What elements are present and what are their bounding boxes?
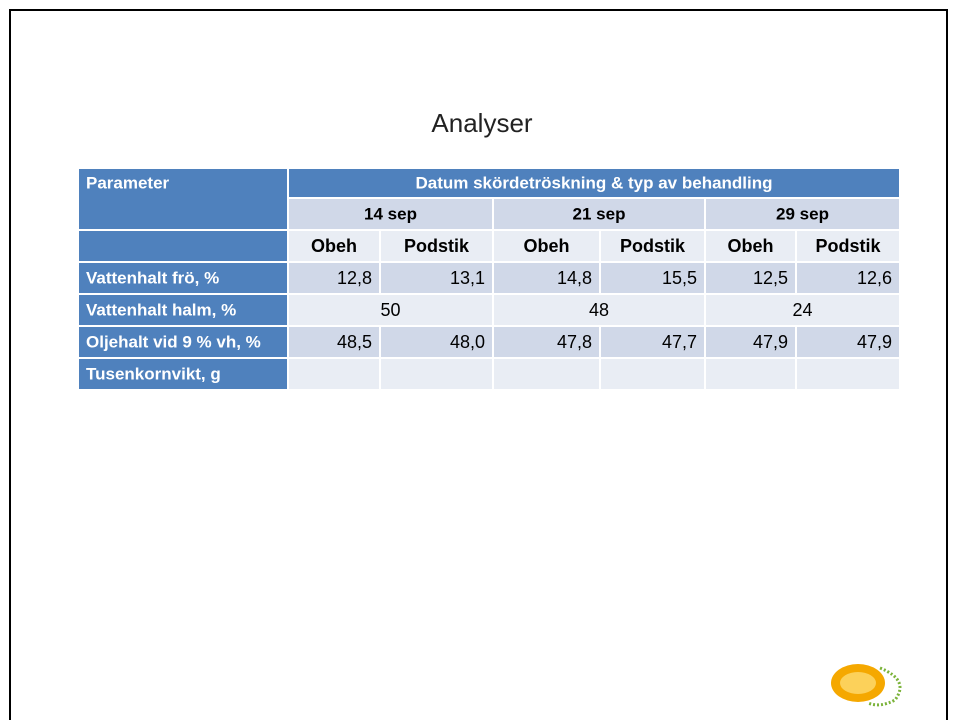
- merged-value: 24: [792, 300, 812, 320]
- table-cell: [381, 327, 492, 357]
- table-cell: [706, 231, 795, 261]
- cell-value: 47,9: [753, 332, 788, 352]
- group-header: Datum skördetröskning & typ av behandlin…: [415, 173, 772, 192]
- table-cell: [289, 327, 379, 357]
- table-cell: [706, 359, 795, 389]
- table-cell: [381, 263, 492, 293]
- cell-value: 12,6: [857, 268, 892, 288]
- table-cell: [494, 359, 599, 389]
- cell-value: 48,0: [450, 332, 485, 352]
- table-cell: [79, 359, 287, 389]
- table-cell: [797, 231, 899, 261]
- table-cell: [79, 327, 287, 357]
- sub-header: Podstik: [815, 236, 881, 256]
- sub-header: Podstik: [620, 236, 686, 256]
- merged-value: 50: [380, 300, 400, 320]
- date-header: 21 sep: [573, 204, 626, 223]
- table-cell: [79, 231, 287, 261]
- table-cell: [706, 199, 899, 229]
- table-cell: [494, 263, 599, 293]
- table-cell: [494, 199, 704, 229]
- logo: [831, 664, 902, 707]
- sub-header: Obeh: [523, 236, 569, 256]
- table-cell: [706, 295, 899, 325]
- cell-value: 12,5: [753, 268, 788, 288]
- table-cell: [797, 359, 899, 389]
- table-cell: [494, 327, 599, 357]
- table-cell: [601, 359, 704, 389]
- table-cell: [79, 263, 287, 293]
- table-cell: [79, 169, 287, 229]
- date-header: 29 sep: [776, 204, 829, 223]
- table-cell: [601, 231, 704, 261]
- cell-value: 13,1: [450, 268, 485, 288]
- logo-inner: [840, 672, 876, 694]
- table-cell: [601, 263, 704, 293]
- cell-value: 47,8: [557, 332, 592, 352]
- parameter-header: Parameter: [86, 173, 170, 192]
- merged-value: 48: [589, 300, 609, 320]
- table-cell: [797, 327, 899, 357]
- table-cell: [381, 231, 492, 261]
- row-label: Oljehalt vid 9 % vh, %: [86, 332, 261, 351]
- cell-value: 15,5: [662, 268, 697, 288]
- table-cell: [706, 327, 795, 357]
- sub-header: Obeh: [727, 236, 773, 256]
- table-cell: [289, 295, 492, 325]
- table-cell: [494, 295, 704, 325]
- cell-value: 47,9: [857, 332, 892, 352]
- cell-value: 12,8: [337, 268, 372, 288]
- table-cell: [706, 263, 795, 293]
- table-cell: [289, 231, 379, 261]
- date-header: 14 sep: [364, 204, 417, 223]
- row-label: Vattenhalt frö, %: [86, 268, 219, 287]
- table-cell: [601, 327, 704, 357]
- table-cell: [289, 169, 899, 197]
- sub-header: Podstik: [404, 236, 470, 256]
- table-cell: [79, 295, 287, 325]
- cell-value: 47,7: [662, 332, 697, 352]
- slide-title: Analyser: [431, 108, 532, 138]
- cell-value: 48,5: [337, 332, 372, 352]
- table-cell: [381, 359, 492, 389]
- table-cell: [797, 263, 899, 293]
- row-label: Vattenhalt halm, %: [86, 300, 236, 319]
- table-cell: [289, 263, 379, 293]
- table-cell: [289, 359, 379, 389]
- row-label: Tusenkornvikt, g: [86, 364, 221, 383]
- table-cell: [494, 231, 599, 261]
- table-cell: [289, 199, 492, 229]
- sub-header: Obeh: [311, 236, 357, 256]
- cell-value: 14,8: [557, 268, 592, 288]
